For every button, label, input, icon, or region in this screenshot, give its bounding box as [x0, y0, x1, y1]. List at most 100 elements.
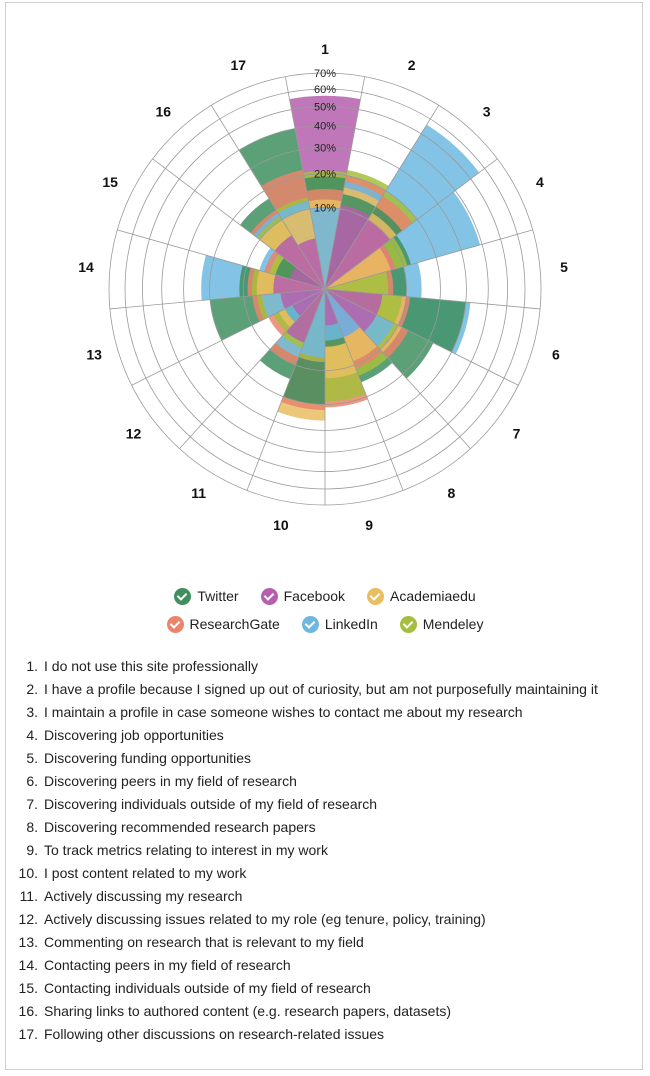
- note-number: 2.: [26, 681, 38, 697]
- category-label-11: 11: [191, 485, 206, 501]
- sector-layer: [201, 95, 481, 421]
- note-text: I maintain a profile in case someone wis…: [44, 704, 523, 720]
- category-label-3: 3: [483, 104, 491, 120]
- sector-facebook-cat-16: [274, 235, 325, 289]
- grid-spoke-17: [210, 105, 326, 290]
- note-number: 9.: [26, 842, 38, 858]
- category-label-7: 7: [513, 426, 521, 442]
- grid-spoke-6: [324, 288, 541, 310]
- grid-spoke-1: [284, 76, 326, 290]
- sector-facebook-cat-11: [286, 289, 325, 343]
- note-list-item: 13. Commenting on research that is releva…: [0, 931, 650, 954]
- category-label-9: 9: [365, 517, 373, 533]
- grid-spoke-7: [324, 288, 519, 386]
- grid-spoke-4: [324, 158, 498, 290]
- sector-facebook-cat-6: [325, 289, 383, 315]
- note-number: 12.: [18, 911, 38, 927]
- grid-spoke-3: [324, 105, 440, 290]
- note-number: 17.: [18, 1026, 38, 1042]
- note-number: 16.: [18, 1003, 38, 1019]
- legend-item-linkedin[interactable]: LinkedIn: [301, 615, 378, 633]
- note-text: Discovering peers in my field of researc…: [44, 773, 297, 789]
- sector-facebook-cat-17: [297, 238, 325, 289]
- legend-row-1: Twitter Facebook Academiaedu: [0, 583, 650, 609]
- note-list-item: 8. Discovering recommended research paper…: [0, 816, 650, 839]
- grid-spoke-9: [324, 288, 404, 491]
- note-text: Actively discussing my research: [44, 888, 243, 904]
- note-number: 5.: [26, 750, 38, 766]
- radial-tick-label-50: 50%: [314, 101, 336, 113]
- grid-spoke-5: [324, 229, 533, 290]
- sector-facebook-cat-13: [280, 289, 325, 309]
- legend-item-twitter[interactable]: Twitter: [174, 587, 239, 605]
- category-label-14: 14: [78, 259, 94, 275]
- sector-facebook-cat-15: [289, 267, 325, 289]
- sector-facebook-cat-7: [325, 289, 377, 332]
- legend-item-facebook[interactable]: Facebook: [260, 587, 346, 605]
- sector-linkedin-cat-1: [310, 207, 340, 289]
- note-text: Discovering funding opportunities: [44, 750, 252, 766]
- radial-tick-label-20: 20%: [314, 169, 336, 181]
- category-label-16: 16: [156, 104, 172, 120]
- grid-spoke-14: [109, 288, 326, 310]
- legend-label: ResearchGate: [189, 616, 280, 632]
- category-label-15: 15: [102, 174, 118, 190]
- radial-tick-labels: 10% 20% 30% 40% 50% 60% 70%: [314, 68, 336, 214]
- note-text: Contacting peers in my field of research: [44, 957, 291, 973]
- note-text: Discovering individuals outside of my fi…: [44, 796, 378, 812]
- grid-spoke-13: [131, 288, 326, 386]
- legend-label: Facebook: [283, 588, 346, 604]
- note-list-item: 16. Sharing links to authored content (e.…: [0, 1000, 650, 1023]
- checkmark-icon: [166, 615, 184, 633]
- note-number: 7.: [26, 796, 38, 812]
- category-label-8: 8: [447, 485, 455, 501]
- grid-spoke-15: [117, 229, 326, 290]
- note-number: 6.: [26, 773, 38, 789]
- radial-tick-label-60: 60%: [314, 84, 336, 96]
- category-label-6: 6: [552, 347, 560, 363]
- legend-label: Twitter: [197, 588, 239, 604]
- note-number: 10.: [18, 865, 38, 881]
- legend: Twitter Facebook Academiaedu ResearchGate Li…: [0, 583, 650, 639]
- category-label-12: 12: [126, 426, 142, 442]
- sector-facebook-cat-12: [292, 289, 325, 316]
- grid-spoke-8: [324, 288, 471, 449]
- sector-linkedin-cat-10: [300, 289, 325, 358]
- category-label-10: 10: [273, 517, 289, 533]
- note-number: 1.: [26, 658, 38, 674]
- legend-item-researchgate[interactable]: ResearchGate: [166, 615, 280, 633]
- note-text: Actively discussing issues related to my…: [44, 911, 486, 927]
- note-list-item: 11. Actively discussing my research: [0, 885, 650, 908]
- grid-spoke-2: [324, 76, 366, 290]
- category-label-4: 4: [536, 174, 544, 190]
- note-list-item: 17. Following other discussions on resear…: [0, 1023, 650, 1046]
- sector-facebook-cat-3: [325, 219, 391, 289]
- category-label-1: 1: [321, 41, 329, 57]
- note-number: 15.: [18, 980, 38, 996]
- legend-item-academiaedu[interactable]: Academiaedu: [367, 587, 476, 605]
- note-text: I have a profile because I signed up out…: [44, 681, 598, 697]
- note-list-item: 6. Discovering peers in my field of resea…: [0, 770, 650, 793]
- radial-tick-label-40: 40%: [314, 121, 336, 133]
- legend-label: Academiaedu: [390, 588, 476, 604]
- note-list-item: 7. Discovering individuals outside of my …: [0, 793, 650, 816]
- checkmark-icon: [260, 587, 278, 605]
- category-label-17: 17: [231, 57, 247, 73]
- note-number: 14.: [18, 957, 38, 973]
- note-list-item: 3. I maintain a profile in case someone w…: [0, 701, 650, 724]
- note-text: To track metrics relating to interest in…: [44, 842, 328, 858]
- legend-label: Mendeley: [422, 616, 484, 632]
- note-number: 4.: [26, 727, 38, 743]
- category-label-13: 13: [86, 347, 102, 363]
- legend-item-mendeley[interactable]: Mendeley: [399, 615, 484, 633]
- note-list-item: 9. To track metrics relating to interest …: [0, 839, 650, 862]
- note-number: 3.: [26, 704, 38, 720]
- note-list-item: 2. I have a profile because I signed up o…: [0, 678, 650, 701]
- category-notes-list: 1. I do not use this site professionally 2…: [0, 655, 650, 1046]
- checkmark-icon: [367, 587, 385, 605]
- radial-tick-label-10: 10%: [314, 202, 336, 214]
- sector-facebook-cat-2: [325, 204, 371, 289]
- note-text: Discovering recommended research papers: [44, 819, 316, 835]
- note-text: Discovering job opportunities: [44, 727, 224, 743]
